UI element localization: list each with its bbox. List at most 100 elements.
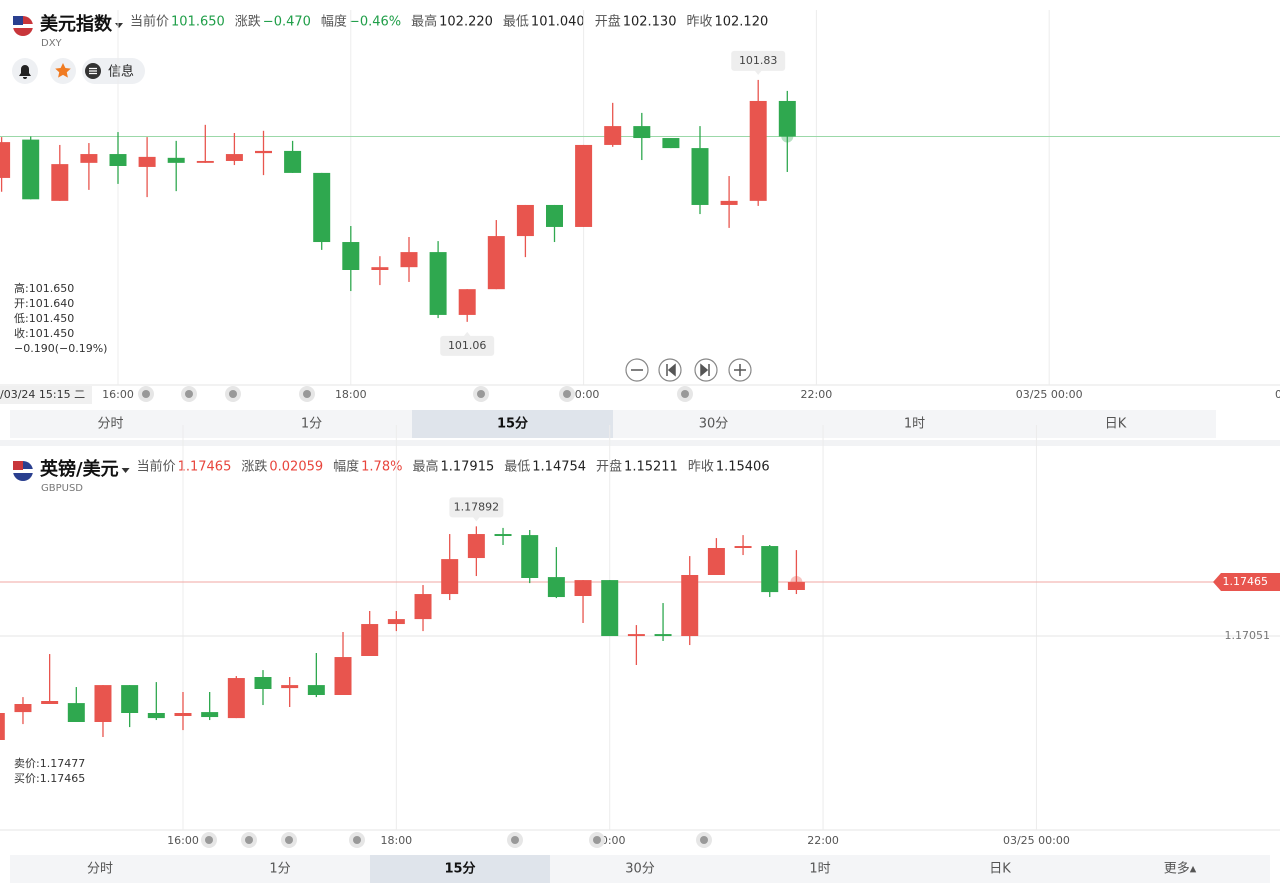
flag-stripe — [13, 24, 33, 28]
stat-label: 昨收 — [688, 460, 714, 475]
stat-label: 开盘 — [596, 459, 622, 475]
candle-body — [371, 267, 389, 270]
candle-body — [494, 534, 512, 536]
stat-label: 当前价 — [130, 14, 169, 30]
price-tag-label: 1.17465 — [1223, 575, 1269, 588]
x-tick-label: 22:00 — [807, 834, 839, 847]
instrument-symbol: GBPUSD — [41, 483, 83, 494]
tab-label[interactable]: 30分 — [699, 417, 729, 432]
candle-body — [167, 157, 185, 163]
tab-label[interactable]: 1时 — [809, 862, 830, 877]
marker-pointer — [754, 69, 763, 75]
candle-body — [400, 252, 418, 268]
marker-label: 101.83 — [739, 54, 778, 67]
x-tick-label: 16:00 — [102, 388, 134, 401]
info-button[interactable] — [82, 58, 145, 84]
tab-label[interactable]: 日K — [1105, 417, 1127, 432]
candle-body — [521, 535, 539, 578]
candle-body — [0, 142, 11, 178]
candle-body — [387, 619, 405, 625]
hover-info: 开:101.640 — [14, 297, 74, 310]
event-dot-core — [563, 390, 571, 398]
candle-body — [284, 150, 302, 173]
crosshair-label: /03/24 15:15 二 — [0, 388, 85, 401]
event-dot-core — [229, 390, 237, 398]
stat-label: 幅度 — [321, 14, 347, 30]
marker-pointer — [463, 331, 472, 337]
tab-label[interactable]: 分时 — [97, 417, 123, 432]
candle-body — [654, 634, 672, 637]
candle-body — [201, 712, 219, 718]
candle-body — [334, 657, 352, 695]
stat-label: 最高 — [412, 459, 438, 475]
marker-box — [440, 335, 495, 356]
candle-body — [547, 577, 565, 598]
candle-body — [749, 100, 767, 201]
hover-info: −0.190(−0.19%) — [14, 342, 107, 355]
candle-body — [196, 160, 214, 163]
tab-label[interactable]: 更多▴ — [1164, 861, 1197, 877]
stat-value: 101.650 — [171, 15, 225, 30]
tab-label[interactable]: 15分 — [444, 861, 475, 877]
crosshair-label-bg — [0, 386, 92, 404]
candle-body — [147, 713, 165, 719]
star-icon — [55, 63, 71, 78]
tab-label[interactable]: 日K — [989, 862, 1011, 877]
candle-body — [80, 154, 98, 163]
candle-body — [22, 139, 40, 200]
tab-active[interactable] — [412, 410, 613, 438]
hover-info: 收:101.450 — [14, 326, 74, 340]
tab-label[interactable]: 30分 — [625, 862, 655, 877]
tab-label[interactable]: 1分 — [269, 862, 290, 877]
stat-value: 0.02059 — [269, 460, 323, 475]
zoom-icon — [734, 364, 746, 376]
tab-label[interactable]: 分时 — [87, 862, 113, 877]
stat-label: 涨跌 — [241, 459, 267, 475]
stat-label: 最低 — [504, 460, 530, 475]
tab-active[interactable] — [370, 855, 550, 883]
candle-body — [307, 685, 325, 695]
dropdown-caret — [121, 468, 130, 473]
stat-value: 102.220 — [439, 15, 493, 30]
candle-body — [281, 685, 299, 689]
candle-body — [225, 154, 243, 161]
marker-box — [731, 50, 786, 71]
tab-label[interactable]: 15分 — [497, 416, 528, 432]
stat-label: 幅度 — [333, 459, 359, 475]
event-dot-core — [245, 836, 253, 844]
marker-label: 1.17892 — [454, 500, 500, 513]
dropdown-caret — [115, 23, 123, 28]
x-tick-label: 03/25 00:00 — [1003, 834, 1070, 847]
instrument-name: 美元指数 — [40, 13, 113, 35]
stat-label: 昨收 — [686, 15, 712, 30]
candle-body — [487, 236, 505, 290]
candle-body — [138, 156, 156, 167]
candle-body — [575, 144, 593, 227]
instrument-name: 英镑/美元 — [39, 458, 119, 480]
event-dot-core — [511, 836, 519, 844]
stat-value: −0.46% — [349, 15, 401, 30]
candle-body — [787, 582, 805, 590]
candle-body — [174, 713, 192, 716]
candle-body — [67, 703, 85, 722]
candle-body — [734, 546, 752, 548]
tab-label[interactable]: 1分 — [301, 417, 322, 432]
event-dot-core — [185, 390, 193, 398]
candle-body — [691, 148, 709, 205]
tab-label[interactable]: 1时 — [904, 417, 925, 432]
stat-label: 开盘 — [595, 14, 621, 30]
candle-body — [255, 150, 272, 154]
flag-canton — [13, 16, 23, 25]
last-price-glow — [781, 130, 794, 143]
stat-value: 1.15211 — [624, 460, 678, 475]
event-dot-core — [681, 390, 689, 398]
stat-label: 最低 — [503, 15, 529, 30]
event-dot-core — [477, 390, 485, 398]
hover-info: 买价:1.17465 — [14, 772, 85, 785]
candle-body — [604, 126, 622, 145]
candle-body — [662, 138, 680, 149]
info-label: 信息 — [108, 64, 134, 80]
hover-info: 低:101.450 — [14, 312, 74, 325]
candle-body — [14, 704, 32, 713]
y-tick-label: 1.17051 — [1225, 629, 1271, 642]
